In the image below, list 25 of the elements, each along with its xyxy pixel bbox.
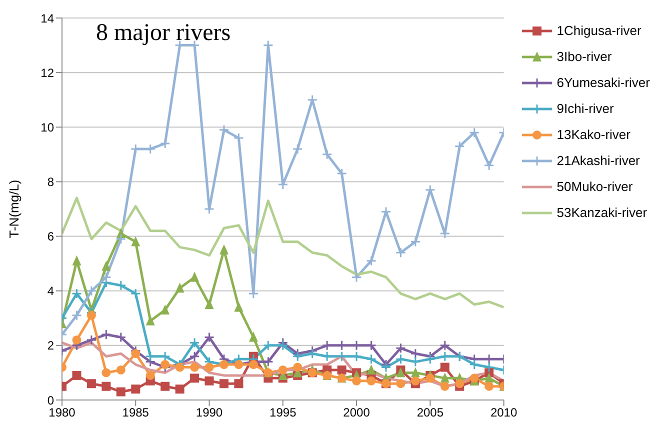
y-tick-label: 14: [40, 11, 54, 26]
y-tick-label: 8: [47, 174, 54, 189]
x-tick-label: 1980: [48, 406, 76, 420]
y-tick-label: 10: [40, 120, 54, 134]
x-tick-label: 1985: [122, 406, 150, 420]
x-tick-label: 1995: [270, 406, 297, 420]
y-tick-label: 2: [47, 338, 54, 353]
legend-label: 13Kako-river: [556, 126, 630, 144]
legend-label: 53Kanzaki-river: [556, 204, 648, 222]
y-tick-label: 6: [47, 230, 54, 244]
chart-title: 8 major rivers: [96, 20, 231, 47]
x-tick-label: 2005: [416, 406, 444, 420]
legend-label: 9Ichi-river: [556, 100, 614, 118]
legend-label: 3Ibo-river: [556, 48, 612, 66]
y-axis-title: T-N(mg/L): [6, 180, 22, 238]
legend-label: 6Yumesaki-river: [556, 74, 650, 92]
legend-label: 50Muko-river: [556, 178, 633, 196]
legend-label: 21Akashi-river: [556, 152, 640, 170]
x-tick-label: 2000: [343, 406, 370, 420]
x-tick-label: 2010: [490, 406, 518, 420]
y-tick-label: 0: [47, 393, 54, 408]
legend-label: 1Chigusa-river: [556, 22, 642, 40]
x-tick-label: 1990: [196, 406, 223, 420]
y-tick-label: 4: [47, 284, 54, 298]
y-tick-label: 12: [40, 66, 54, 80]
